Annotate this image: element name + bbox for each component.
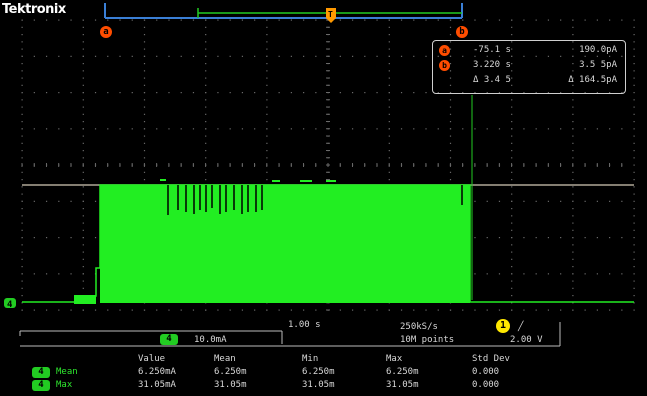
- measurement-name: Max: [56, 380, 73, 390]
- trigger-position-marker[interactable]: T: [326, 8, 336, 23]
- cursor-b-value: 3.5 5pA: [579, 60, 617, 70]
- cursor-b-time: 3.220 s: [473, 60, 511, 70]
- measurement-max: 31.05m: [386, 380, 419, 390]
- cursor-a-badge[interactable]: a: [100, 26, 112, 38]
- measurement-header-std: Std Dev: [472, 354, 510, 364]
- measurement-min: 31.05m: [302, 380, 335, 390]
- measurement-std: 0.000: [472, 367, 500, 377]
- measurement-std: 0.000: [472, 380, 500, 390]
- trigger-source-badge[interactable]: 1: [496, 319, 510, 333]
- channel-4-ground-marker[interactable]: 4: [4, 298, 16, 310]
- measurement-min: 6.250m: [302, 367, 335, 377]
- channel-4-scale[interactable]: 10.0mA: [194, 335, 227, 345]
- channel-4-scale-badge[interactable]: 4: [160, 334, 178, 345]
- cursor-b-icon: b: [439, 60, 450, 71]
- measurement-name: Mean: [56, 367, 78, 377]
- measurement-header-max: Max: [386, 354, 403, 364]
- measurement-value: 6.250mA: [138, 367, 176, 377]
- cursor-b-badge[interactable]: b: [456, 26, 468, 38]
- trigger-marker-label: T: [328, 10, 333, 19]
- cursor-a-icon: a: [439, 45, 450, 56]
- record-length[interactable]: 10M points: [400, 335, 455, 345]
- measurement-header-value: Value: [138, 354, 166, 364]
- cursor-readout-row-delta: Δ 3.4 5 Δ 164.5pA: [439, 75, 621, 86]
- measurement-channel-badge: 4: [32, 367, 50, 378]
- trigger-slope-icon: ╱: [518, 322, 524, 332]
- measurement-mean: 31.05m: [214, 380, 247, 390]
- measurement-value: 31.05mA: [138, 380, 176, 390]
- cursor-readout-row-a: a -75.1 s 190.0pA: [439, 45, 621, 56]
- measurement-channel-badge: 4: [32, 380, 50, 391]
- cursor-delta-time: Δ 3.4 5: [473, 75, 511, 85]
- brand-logo: Tektronix: [2, 2, 66, 17]
- readout-bracket: [19, 322, 561, 347]
- measurement-header-mean: Mean: [214, 354, 236, 364]
- record-position-bar[interactable]: [104, 3, 463, 19]
- measurement-header-min: Min: [302, 354, 319, 364]
- cursor-readout-panel: a -75.1 s 190.0pA b 3.220 s 3.5 5pA Δ 3.…: [432, 40, 626, 94]
- horizontal-scale[interactable]: 1.00 s: [288, 320, 321, 330]
- sample-rate: 250kS/s: [400, 322, 438, 332]
- cursor-a-value: 190.0pA: [579, 45, 617, 55]
- cursor-delta-value: Δ 164.5pA: [568, 75, 617, 85]
- trigger-level[interactable]: 2.00 V: [510, 335, 543, 345]
- cursor-a-time: -75.1 s: [473, 45, 511, 55]
- measurement-max: 6.250m: [386, 367, 419, 377]
- channel-4-trace: [22, 179, 634, 304]
- measurement-mean: 6.250m: [214, 367, 247, 377]
- channel-4-marker-label: 4: [7, 300, 13, 310]
- cursor-readout-row-b: b 3.220 s 3.5 5pA: [439, 60, 621, 71]
